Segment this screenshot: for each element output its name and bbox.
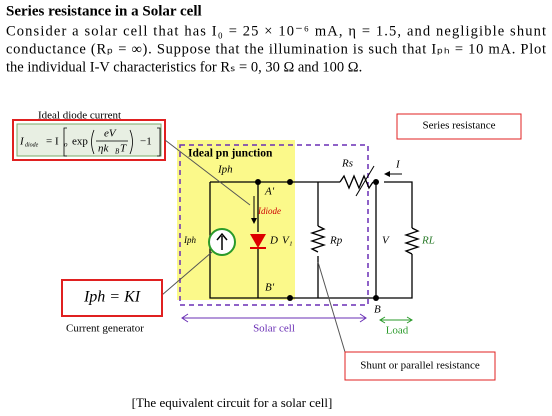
label: V₁: [282, 235, 293, 247]
label: V: [382, 235, 390, 247]
label: Iph = KI: [83, 289, 141, 306]
label: Load: [386, 325, 409, 337]
figure: Ideal diode current I diode = I o exp eV…: [12, 110, 522, 410]
label-box: [344, 351, 496, 381]
eq-part: = I: [46, 136, 59, 148]
label: D: [269, 235, 278, 247]
problem-line: the individual I-V characteristics for R…: [6, 59, 362, 75]
equation: I diode = I o exp eV ηk B T −1: [19, 128, 161, 157]
eq-part: exp: [72, 136, 88, 148]
label: Shunt or parallel resistance: [360, 360, 480, 372]
label: Solar cell: [253, 323, 295, 335]
equation-box: [16, 123, 162, 157]
eq-part: o: [64, 141, 68, 149]
problem-line: conductance (Rₚ = ∞). Suppose that the i…: [6, 41, 546, 57]
eq-part: eV: [104, 128, 117, 140]
eq-part: B: [115, 148, 120, 156]
caption: [The equivalent circuit for a solar cell…: [132, 395, 333, 410]
label: Iph: [183, 235, 196, 245]
eq-part: diode: [25, 142, 39, 148]
label: Current generator: [66, 323, 144, 335]
problem-line: Consider a solar cell that has I₀ = 25 ×…: [6, 23, 546, 39]
label: Rs: [341, 158, 353, 170]
label: Idiode: [257, 206, 281, 216]
eq-part: ηk: [98, 143, 109, 155]
eq-part: −1: [140, 136, 152, 148]
label: B': [265, 282, 275, 294]
label: Iph: [217, 164, 233, 176]
label: A': [264, 186, 275, 198]
title: Series resistance in a Solar cell: [6, 3, 202, 19]
label: RL: [421, 235, 435, 247]
eq-part: I: [19, 136, 25, 148]
junction-area: [177, 140, 295, 300]
solar-cell-box: [179, 144, 369, 306]
label: Ideal pn junction: [188, 148, 273, 160]
label-box: [396, 113, 522, 140]
label: Rp: [329, 235, 343, 247]
label: B: [374, 304, 381, 316]
circuit: A' Idiode D V₁ Rs I Rp V RL Iph B' B: [183, 158, 435, 316]
label-box: [61, 279, 163, 317]
label: Ideal diode current: [38, 110, 121, 122]
label: I: [395, 159, 401, 171]
label: Series resistance: [423, 120, 496, 132]
eq-part: T: [120, 143, 127, 155]
